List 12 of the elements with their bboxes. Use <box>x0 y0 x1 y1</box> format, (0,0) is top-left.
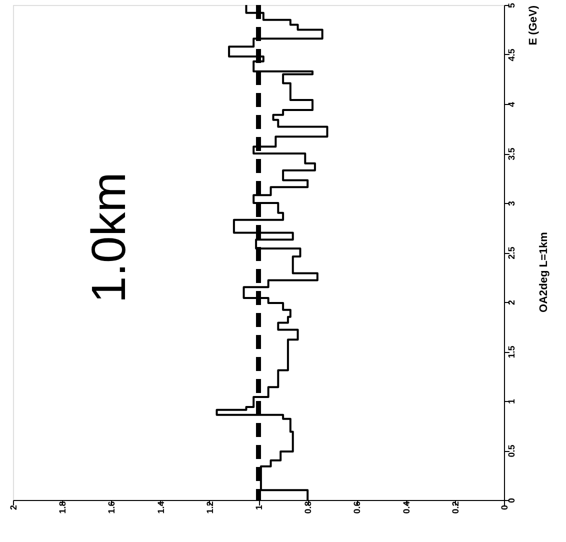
y-tick-label: 2.5 <box>506 246 516 260</box>
y-tick-label: 4.5 <box>506 48 516 62</box>
x-tick-label: 0 <box>500 504 510 510</box>
y-tick-label: 3.5 <box>506 148 516 160</box>
text: OA2deg L=1km <box>538 232 550 312</box>
annotation: 1.0km <box>83 172 136 304</box>
x-tick-label: 2 <box>8 504 18 510</box>
y-axis-title: E (GeV) <box>528 5 540 46</box>
x-tick-label: 1 <box>254 504 264 510</box>
y-tick-label: 0.5 <box>506 444 516 458</box>
y-tick-label: 5 <box>506 2 516 8</box>
y-tick-label: 1.5 <box>506 346 516 358</box>
